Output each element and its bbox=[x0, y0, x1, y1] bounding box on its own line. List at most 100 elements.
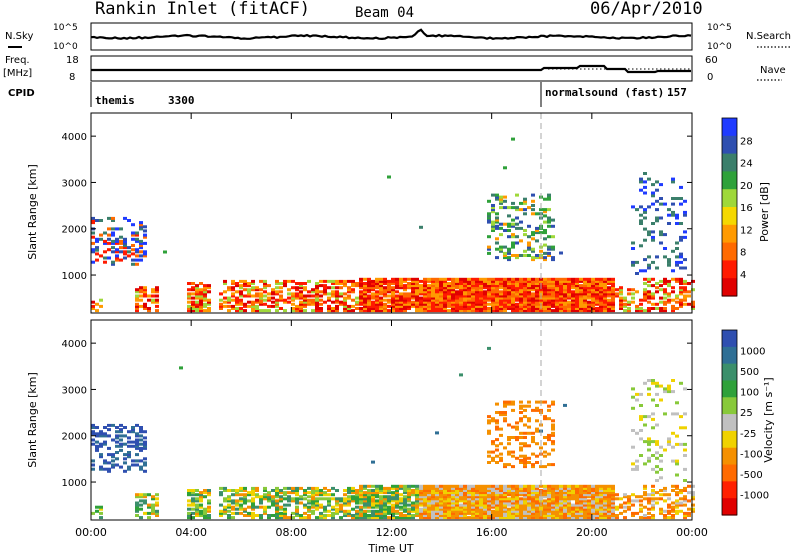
velocity-cell bbox=[647, 440, 651, 444]
power-cell bbox=[611, 294, 615, 298]
power-cell bbox=[683, 210, 687, 214]
power-cell bbox=[303, 300, 307, 304]
power-cell bbox=[471, 300, 475, 304]
velocity-cell bbox=[283, 491, 287, 495]
power-cell bbox=[571, 309, 575, 313]
power-cell bbox=[651, 222, 655, 225]
power-cell bbox=[251, 304, 255, 308]
power-cell bbox=[311, 302, 315, 306]
velocity-cell bbox=[419, 509, 423, 513]
power-cell bbox=[119, 250, 123, 254]
power-cell bbox=[683, 199, 687, 203]
power-cell bbox=[615, 294, 619, 298]
power-cell bbox=[527, 224, 531, 228]
velocity-cell bbox=[495, 484, 499, 488]
power-cell bbox=[415, 294, 419, 298]
velocity-cell bbox=[607, 514, 611, 517]
velocity-cell bbox=[491, 458, 495, 462]
velocity-cell bbox=[379, 499, 383, 503]
power-cell bbox=[295, 288, 299, 292]
power-cell bbox=[443, 302, 447, 306]
velocity-cell bbox=[679, 503, 683, 507]
freq-label: Freq. bbox=[5, 55, 30, 66]
cpid-segment-2-id: 157 bbox=[667, 86, 687, 99]
power-cell bbox=[499, 206, 503, 210]
velocity-cell bbox=[339, 505, 343, 509]
velocity-cell bbox=[691, 497, 695, 501]
power-cell bbox=[379, 290, 383, 294]
velocity-cell bbox=[579, 501, 583, 505]
power-cell bbox=[207, 307, 211, 310]
velocity-cell bbox=[187, 511, 191, 515]
power-cell bbox=[383, 277, 387, 281]
velocity-cell bbox=[683, 497, 687, 501]
power-cell bbox=[439, 284, 443, 288]
power-cell bbox=[495, 279, 499, 283]
velocity-cell bbox=[367, 501, 371, 505]
velocity-cell bbox=[311, 486, 315, 490]
velocity-cell bbox=[535, 503, 539, 507]
velocity-cell bbox=[595, 501, 599, 505]
velocity-cell bbox=[435, 514, 439, 517]
power-cell bbox=[491, 210, 495, 214]
velocity-colorbar-tick-label: -25 bbox=[740, 429, 756, 440]
velocity-cell bbox=[683, 442, 687, 446]
velocity-cell bbox=[523, 514, 527, 517]
velocity-cell bbox=[207, 489, 211, 492]
power-cell bbox=[451, 290, 455, 294]
velocity-cell bbox=[103, 459, 107, 463]
power-cell bbox=[135, 250, 139, 254]
power-cell bbox=[531, 279, 535, 283]
velocity-cell bbox=[563, 505, 567, 509]
power-cell bbox=[359, 282, 363, 285]
velocity-cell bbox=[219, 491, 223, 495]
power-cell bbox=[143, 302, 147, 306]
velocity-cell bbox=[503, 411, 507, 414]
velocity-cell bbox=[563, 503, 567, 507]
velocity-cell bbox=[511, 493, 515, 497]
velocity-cell bbox=[367, 505, 371, 509]
power-cell bbox=[195, 288, 199, 292]
power-cell bbox=[643, 294, 647, 298]
power-cell bbox=[667, 300, 671, 304]
power-cell bbox=[647, 284, 651, 288]
velocity-cell bbox=[295, 514, 299, 517]
power-cell bbox=[263, 282, 267, 285]
velocity-cell bbox=[223, 507, 227, 511]
velocity-cell bbox=[651, 505, 655, 509]
power-cell bbox=[415, 279, 419, 283]
velocity-cell bbox=[367, 503, 371, 507]
velocity-cell bbox=[115, 457, 119, 461]
power-cell bbox=[455, 298, 459, 302]
velocity-cell bbox=[471, 495, 475, 499]
velocity-cell bbox=[555, 501, 559, 505]
velocity-cell bbox=[367, 493, 371, 497]
power-cell bbox=[587, 279, 591, 283]
power-cell bbox=[359, 284, 363, 288]
power-cell bbox=[451, 302, 455, 306]
velocity-cell bbox=[467, 499, 471, 503]
cpid-segment-2-name: normalsound (fast) bbox=[545, 86, 664, 99]
power-cell bbox=[135, 298, 139, 302]
power-cell bbox=[503, 282, 507, 285]
velocity-cell bbox=[347, 499, 351, 503]
power-cell bbox=[659, 230, 663, 234]
velocity-cell bbox=[403, 495, 407, 499]
velocity-cell bbox=[227, 503, 231, 507]
velocity-cell bbox=[507, 499, 511, 503]
velocity-cell bbox=[247, 499, 251, 503]
power-cell bbox=[519, 277, 523, 281]
velocity-cell bbox=[279, 497, 283, 501]
velocity-cell bbox=[115, 463, 119, 467]
velocity-cell bbox=[611, 503, 615, 507]
velocity-cell bbox=[259, 514, 263, 517]
power-cell bbox=[575, 279, 579, 283]
velocity-cell bbox=[683, 448, 687, 452]
velocity-cell bbox=[535, 408, 539, 412]
velocity-cell bbox=[635, 511, 639, 515]
velocity-cell bbox=[479, 491, 483, 495]
velocity-cell bbox=[195, 514, 199, 517]
velocity-cell bbox=[587, 499, 591, 503]
power-cell bbox=[107, 256, 111, 260]
velocity-cell bbox=[455, 499, 459, 503]
